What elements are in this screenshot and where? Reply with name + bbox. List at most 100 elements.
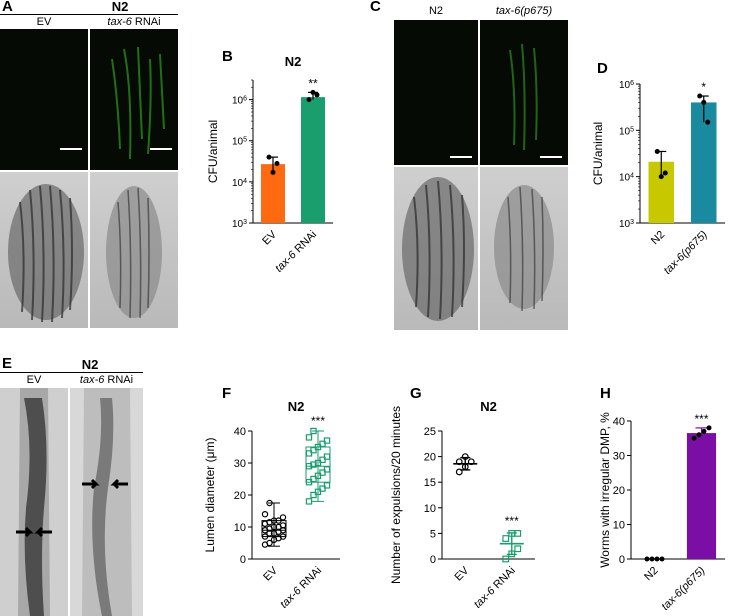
data-point <box>697 93 703 99</box>
y-tick-label: 10 <box>613 520 625 532</box>
y-tick-label: 103 <box>619 219 634 231</box>
data-point <box>323 453 331 460</box>
y-tick-label: 105 <box>232 136 247 148</box>
chart-h: Worms with irregular DMP, % 0 10 20 30 40 N2 **… <box>598 412 725 613</box>
bar <box>301 97 325 223</box>
scale-bar <box>60 148 82 150</box>
y-tick-label: 106 <box>232 95 247 107</box>
chart-g: N2 Number of expulsions/20 minutes 0 5 10 15 2… <box>389 399 535 611</box>
data-point <box>323 482 331 489</box>
y-tick-label: 40 <box>613 416 625 428</box>
panel-e-title-rule <box>0 372 143 373</box>
panel-label-a: A <box>2 0 13 15</box>
y-axis-label: CFU/animal <box>206 120 220 183</box>
data-point <box>696 432 702 438</box>
chart-title: N2 <box>480 399 497 414</box>
brightfield-image-n2 <box>394 167 478 330</box>
panel-label-b: B <box>222 48 233 65</box>
significance-label: *** <box>311 414 325 428</box>
data-point <box>649 556 655 562</box>
data-point <box>319 485 326 492</box>
data-point <box>305 450 313 457</box>
fluorescence-image-ev <box>0 29 88 170</box>
data-point <box>654 556 660 562</box>
panel-label-g: G <box>410 385 422 402</box>
data-point <box>502 555 510 563</box>
panel-e-label-rnai: tax-6 RNAi <box>79 374 134 386</box>
y-tick-label: 5 <box>430 528 436 540</box>
y-tick-label: 40 <box>234 426 246 438</box>
y-tick-label: 103 <box>232 219 247 231</box>
y-tick-label: 10 <box>234 522 246 534</box>
brightfield-image-ev <box>0 172 88 328</box>
chart-d: CFU/animal 103 104 105 106 N2 * tax-6(p675) <box>591 80 725 277</box>
significance-label: * <box>701 80 706 94</box>
panel-label-c: C <box>370 0 381 15</box>
panel-a-title: N2 <box>111 0 129 14</box>
data-point <box>275 517 282 524</box>
data-point <box>266 499 273 507</box>
data-point <box>701 99 707 105</box>
data-point <box>314 92 320 98</box>
brightfield-image-rnai <box>90 172 178 328</box>
y-tick-label: 30 <box>613 451 625 463</box>
data-point <box>461 453 469 460</box>
chart-b: N2 CFU/animal 103 104 105 106 EV ** tax-6 RNAi <box>206 54 333 275</box>
y-axis-label: Number of expulsions/20 minutes <box>389 406 403 584</box>
data-point <box>502 535 510 542</box>
data-point <box>279 522 287 529</box>
data-point <box>323 466 331 473</box>
significance-label: *** <box>694 412 708 426</box>
panel-e-title: N2 <box>81 357 99 372</box>
data-point <box>261 533 269 540</box>
data-point <box>270 517 278 524</box>
data-point <box>654 148 660 154</box>
data-point <box>644 556 650 562</box>
data-point <box>514 530 522 537</box>
y-tick-label: 25 <box>424 426 436 438</box>
data-point <box>691 435 697 441</box>
data-point <box>266 154 272 160</box>
data-point <box>467 458 475 466</box>
y-tick-label: 0 <box>240 554 246 566</box>
y-tick-label: 20 <box>234 490 246 502</box>
y-tick-label: 105 <box>619 126 634 138</box>
data-point <box>706 425 712 431</box>
data-point <box>310 461 317 468</box>
y-axis-label: Lumen diameter (μm) <box>203 438 217 553</box>
data-point <box>306 97 312 103</box>
bar <box>691 102 717 223</box>
bar <box>686 433 717 559</box>
x-tick-label: EV <box>453 564 472 583</box>
data-point <box>455 458 463 466</box>
x-tick-label: tax-6 RNAi <box>472 565 518 611</box>
data-point <box>310 89 316 95</box>
data-point <box>705 119 711 125</box>
data-point <box>461 463 469 471</box>
data-point <box>319 469 326 476</box>
data-point <box>305 462 313 470</box>
x-tick-label: N2 <box>649 229 667 247</box>
data-point <box>701 428 707 434</box>
data-point <box>310 491 317 499</box>
y-tick-label: 30 <box>234 458 246 470</box>
panel-a-title-rule <box>0 14 178 15</box>
panel-label-e: E <box>2 355 13 372</box>
intestine-image-rnai <box>70 388 143 616</box>
data-point <box>310 446 317 454</box>
panel-label-d: D <box>597 60 608 77</box>
y-tick-label: 15 <box>424 477 436 489</box>
data-point <box>323 437 331 444</box>
data-point <box>266 539 273 547</box>
data-point <box>305 498 313 505</box>
data-point <box>514 545 522 553</box>
data-point <box>658 174 664 180</box>
panel-a-label-rnai: tax-6 RNAi <box>107 16 161 28</box>
data-point <box>270 523 278 531</box>
data-point <box>508 550 516 558</box>
y-tick-label: 104 <box>232 177 247 189</box>
panel-e-label-ev: EV <box>26 374 42 386</box>
data-point <box>314 459 322 467</box>
data-point <box>305 478 313 486</box>
fluorescence-image-n2 <box>394 20 478 165</box>
